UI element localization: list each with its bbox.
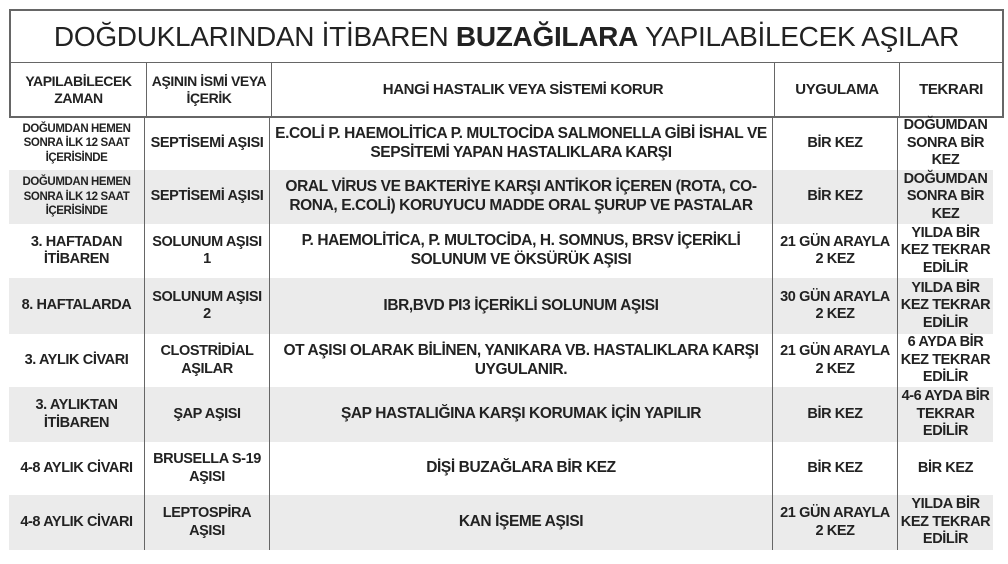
cell-zaman: 3. HAFTADAN İTİBAREN <box>9 224 145 278</box>
table-row: 4-8 AYLIK CİVARI LEPTOSPİRA AŞISI KAN İŞEM… <box>9 495 993 550</box>
cell-uygulama: BİR KEZ <box>772 170 898 224</box>
cell-zaman: 8. HAFTALARDA <box>9 278 145 334</box>
cell-asi: ŞAP AŞISI <box>144 387 270 442</box>
cell-uygulama: 21 GÜN ARAYLA 2 KEZ <box>772 334 898 387</box>
cell-zaman: 3. AYLIKTAN İTİBAREN <box>9 387 145 442</box>
table-row: 8. HAFTALARDA SOLUNUM AŞISI 2 IBR,BVD PI3 … <box>9 278 993 334</box>
cell-tekrar: 6 AYDA BİR KEZ TEKRAR EDİLİR <box>900 334 991 386</box>
cell-zaman: 4-8 AYLIK CİVARI <box>9 495 145 550</box>
cell-tekrar: YILDA BİR KEZ TEKRAR EDİLİR <box>897 495 993 550</box>
cell-asi: SEPTİSEMİ AŞISI <box>144 117 270 170</box>
table-row: 3. AYLIKTAN İTİBAREN ŞAP AŞISI ŞAP HASTALI… <box>9 387 993 442</box>
cell-asi: SOLUNUM AŞISI 1 <box>144 224 270 278</box>
cell-uygulama: 21 GÜN ARAYLA 2 KEZ <box>772 495 898 550</box>
cell-uygulama: 30 GÜN ARAYLA 2 KEZ <box>772 278 898 334</box>
col-header-hastalik: HANGİ HASTALIK VEYA SİSTEMİ KORUR <box>271 63 775 117</box>
cell-uygulama: BİR KEZ <box>772 387 898 442</box>
cell-hastalik: ORAL VİRUS VE BAKTERİYE KARŞI ANTİKOR İÇ… <box>269 170 773 224</box>
cell-tekrar: DOĞUMDAN SONRA BİR KEZ <box>897 170 993 224</box>
cell-asi: SEPTİSEMİ AŞISI <box>144 170 270 224</box>
page-title: DOĞDUKLARINDAN İTİBAREN BUZAĞILARA YAPIL… <box>11 11 1002 63</box>
table-row: DOĞUMDAN HEMEN SONRA İLK 12 SAAT İÇERİSİ… <box>9 117 993 170</box>
cell-asi: SOLUNUM AŞISI 2 <box>144 278 270 334</box>
table-header-box: DOĞDUKLARINDAN İTİBAREN BUZAĞILARA YAPIL… <box>9 9 1004 118</box>
vaccine-table: DOĞUMDAN HEMEN SONRA İLK 12 SAAT İÇERİSİ… <box>9 117 993 550</box>
cell-zaman: 4-8 AYLIK CİVARI <box>9 442 145 495</box>
cell-asi: CLOSTRİDİAL AŞILAR <box>144 334 270 387</box>
cell-asi: LEPTOSPİRA AŞISI <box>144 495 270 550</box>
title-bold: BUZAĞILARA <box>455 20 638 52</box>
cell-zaman: 3. AYLIK CİVARI <box>9 334 145 387</box>
col-header-tekrar: TEKRARI <box>919 81 983 98</box>
cell-tekrar: YILDA BİR KEZ TEKRAR EDİLİR <box>897 278 993 334</box>
column-header-row: YAPILABİLECEK ZAMAN AŞININ İSMİ VEYA İÇE… <box>11 63 1002 117</box>
cell-hastalik: OT AŞISI OLARAK BİLİNEN, YANIKARA VB. HA… <box>269 334 773 387</box>
cell-hastalik: E.COLİ P. HAEMOLİTİCA P. MULTOCİDA SALMO… <box>269 117 773 170</box>
table-row: DOĞUMDAN HEMEN SONRA İLK 12 SAAT İÇERİSİ… <box>9 170 993 224</box>
table-row: 3. HAFTADAN İTİBAREN SOLUNUM AŞISI 1 P. HA… <box>9 224 993 278</box>
cell-hastalik: KAN İŞEME AŞISI <box>269 495 773 550</box>
table-row: 3. AYLIK CİVARI CLOSTRİDİAL AŞILAR OT AŞIS… <box>9 334 993 387</box>
cell-tekrar: 4-6 AYDA BİR TEKRAR EDİLİR <box>897 387 993 442</box>
cell-uygulama: 21 GÜN ARAYLA 2 KEZ <box>772 224 898 278</box>
cell-tekrar: DOĞUMDAN SONRA BİR KEZ <box>903 117 988 169</box>
cell-hastalik: DİŞİ BUZAĞLARA BİR KEZ <box>269 442 773 495</box>
cell-asi: BRUSELLA S-19 AŞISI <box>144 442 270 495</box>
cell-hastalik: IBR,BVD PI3 İÇERİKLİ SOLUNUM AŞISI <box>269 278 773 334</box>
table-row: 4-8 AYLIK CİVARI BRUSELLA S-19 AŞISI DİŞİ … <box>9 442 993 495</box>
cell-uygulama: BİR KEZ <box>772 117 898 170</box>
cell-tekrar: BİR KEZ <box>917 459 974 476</box>
col-header-zaman: YAPILABİLECEK ZAMAN <box>11 63 147 117</box>
cell-tekrar: YILDA BİR KEZ TEKRAR EDİLİR <box>900 224 991 276</box>
cell-hastalik: ŞAP HASTALIĞINA KARŞI KORUMAK İÇİN YAPIL… <box>269 387 773 442</box>
cell-hastalik: P. HAEMOLİTİCA, P. MULTOCİDA, H. SOMNUS,… <box>269 224 773 278</box>
col-header-asi: AŞININ İSMİ VEYA İÇERİK <box>146 63 272 117</box>
col-header-uygulama: UYGULAMA <box>774 63 900 117</box>
title-part-1: DOĞDUKLARINDAN İTİBAREN <box>53 20 456 52</box>
cell-zaman: DOĞUMDAN HEMEN SONRA İLK 12 SAAT İÇERİSİ… <box>9 117 145 170</box>
title-part-2: YAPILABİLECEK AŞILAR <box>638 20 960 52</box>
cell-zaman: DOĞUMDAN HEMEN SONRA İLK 12 SAAT İÇERİSİ… <box>9 170 145 224</box>
cell-uygulama: BİR KEZ <box>772 442 898 495</box>
